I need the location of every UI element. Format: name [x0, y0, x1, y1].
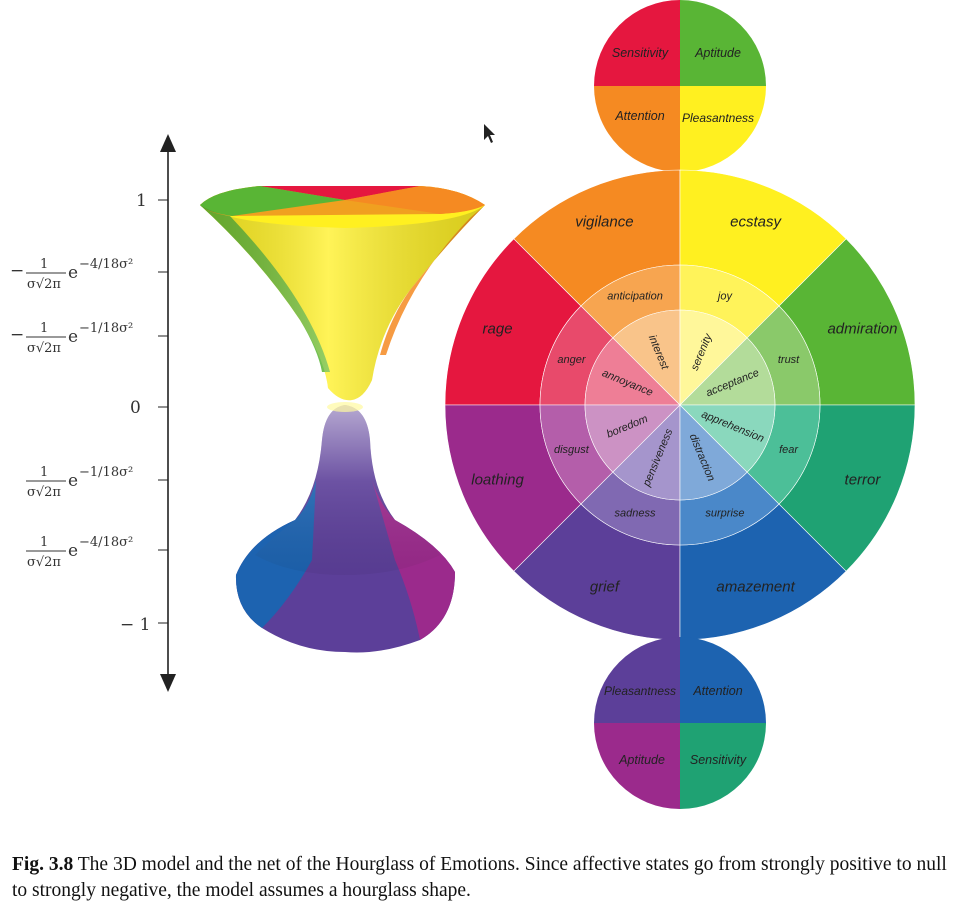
- hourglass-figure: 1 0 − 1 − 1 σ√2π e −4/18σ² − 1 σ√2π e −1…: [10, 0, 916, 809]
- net-top-fan: rageangerannoyancevigilanceanticipationi…: [444, 169, 916, 406]
- label-pleasantness-bottom: Pleasantness: [604, 684, 676, 698]
- top-inner-annoyance: [584, 337, 681, 406]
- formula-labels: − 1 σ√2π e −4/18σ² − 1 σ√2π e −1/18σ² 1 …: [10, 257, 133, 570]
- top-inner-interest: [612, 309, 681, 406]
- label-ecstasy: ecstasy: [730, 214, 782, 231]
- formula-den: σ√2π: [27, 277, 61, 292]
- formula-e: e: [68, 541, 78, 561]
- top-circle-pleasantness: [680, 86, 766, 172]
- bottom-inner-distraction: [679, 404, 748, 501]
- bottom-circle-attention: [680, 637, 766, 723]
- label-vigilance: vigilance: [575, 214, 633, 231]
- formula-num: 1: [40, 257, 48, 272]
- formula-exp: −1/18σ²: [79, 465, 133, 480]
- bottom-inner-apprehension: [679, 404, 776, 473]
- label-pleasantness: Pleasantness: [682, 111, 754, 125]
- top-circle-attention: [594, 86, 680, 172]
- label-aptitude: Aptitude: [694, 46, 741, 60]
- formula-exp: −1/18σ²: [79, 321, 133, 336]
- label-sensitivity: Sensitivity: [612, 46, 669, 60]
- caption-text: The 3D model and the net of the Hourglas…: [12, 854, 947, 901]
- cursor-icon: [484, 124, 495, 143]
- tick-label-minus-1: − 1: [120, 615, 150, 635]
- formula-minus: −: [10, 261, 24, 281]
- bottom-circle-sensitivity: [680, 723, 766, 809]
- label-rage: rage: [483, 320, 513, 337]
- formula-num: 1: [40, 321, 48, 336]
- arrow-up-icon: [160, 134, 176, 152]
- label-sensitivity-bottom: Sensitivity: [690, 753, 747, 767]
- top-circle-aptitude: [680, 0, 766, 86]
- formula-den: σ√2π: [27, 341, 61, 356]
- formula-neg-4: − 1 σ√2π e −4/18σ²: [10, 257, 133, 292]
- label-sadness: sadness: [615, 507, 656, 519]
- label-joy: joy: [716, 290, 734, 302]
- top-inner-acceptance: [679, 337, 776, 406]
- formula-den: σ√2π: [27, 555, 61, 570]
- formula-e: e: [68, 471, 78, 491]
- label-terror: terror: [845, 472, 882, 489]
- formula-neg-1: − 1 σ√2π e −1/18σ²: [10, 321, 133, 356]
- label-attention-bottom: Attention: [692, 684, 742, 698]
- bottom-circle-pleasantness: [594, 637, 680, 723]
- figure-caption: Fig. 3.8 The 3D model and the net of the…: [12, 852, 948, 904]
- net-bottom-circle: Pleasantness Attention Aptitude Sensitiv…: [594, 637, 766, 809]
- label-amazement: amazement: [716, 578, 795, 595]
- formula-e: e: [68, 327, 78, 347]
- tick-label-0: 0: [130, 398, 141, 418]
- arrow-down-icon: [160, 674, 176, 692]
- label-aptitude-bottom: Aptitude: [618, 753, 665, 767]
- label-surprise: surprise: [705, 507, 744, 519]
- formula-exp: −4/18σ²: [79, 535, 133, 550]
- label-loathing: loathing: [471, 472, 524, 489]
- bottom-inner-pensiveness: [612, 404, 681, 501]
- top-inner-serenity: [679, 309, 748, 406]
- formula-den: σ√2π: [27, 485, 61, 500]
- label-attention: Attention: [614, 109, 664, 123]
- top-circle-sensitivity: [594, 0, 680, 86]
- formula-exp: −4/18σ²: [79, 257, 133, 272]
- hourglass-bottom: [235, 402, 455, 653]
- hourglass-top: [200, 186, 485, 401]
- formula-pos-4: 1 σ√2π e −4/18σ²: [26, 535, 133, 570]
- formula-num: 1: [40, 465, 48, 480]
- net-bottom-fan: loathingdisgustboredomgriefsadnesspensiv…: [444, 404, 916, 641]
- formula-minus: −: [10, 325, 24, 345]
- label-trust: trust: [778, 354, 800, 366]
- formula-e: e: [68, 263, 78, 283]
- label-disgust: disgust: [554, 444, 590, 456]
- label-grief: grief: [590, 578, 621, 595]
- tick-label-1: 1: [136, 191, 147, 211]
- formula-num: 1: [40, 535, 48, 550]
- label-fear: fear: [779, 444, 799, 456]
- formula-pos-1: 1 σ√2π e −1/18σ²: [26, 465, 133, 500]
- caption-label: Fig. 3.8: [12, 854, 74, 875]
- bottom-circle-aptitude: [594, 723, 680, 809]
- vertical-axis: 1 0 − 1: [120, 134, 176, 692]
- label-anger: anger: [557, 354, 586, 366]
- label-admiration: admiration: [827, 320, 897, 337]
- bottom-inner-boredom: [584, 404, 681, 473]
- net-top-circle: Sensitivity Aptitude Attention Pleasantn…: [594, 0, 766, 172]
- label-anticipation: anticipation: [607, 290, 663, 302]
